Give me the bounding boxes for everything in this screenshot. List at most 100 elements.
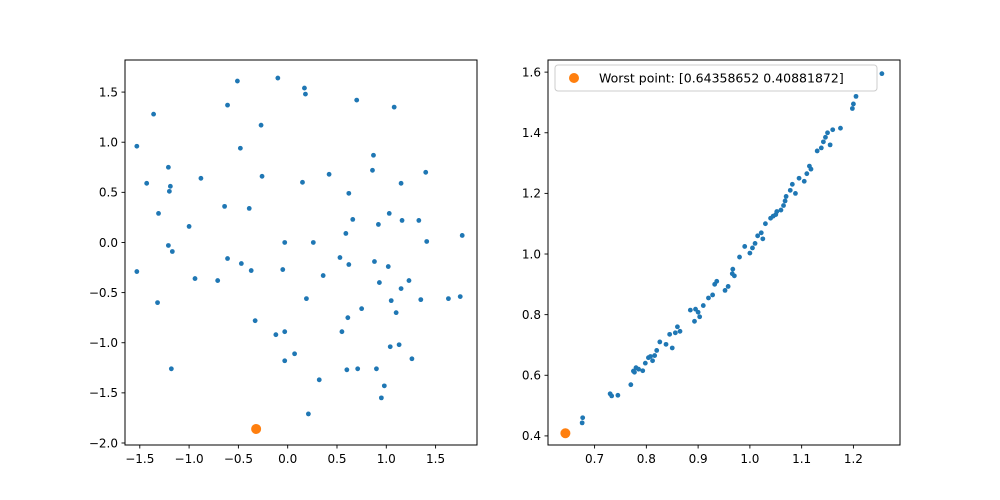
left-data-point bbox=[215, 278, 221, 283]
right-data-point bbox=[714, 278, 720, 284]
left-data-point bbox=[165, 243, 171, 248]
right-data-point bbox=[642, 360, 648, 366]
left-x-tick-label: −1.0 bbox=[175, 452, 204, 466]
right-data-point bbox=[640, 368, 646, 374]
right-data-point bbox=[879, 71, 885, 77]
right-data-point bbox=[851, 101, 856, 107]
left-data-point bbox=[343, 231, 349, 236]
right-data-point bbox=[758, 230, 764, 236]
right-data-point bbox=[808, 166, 814, 172]
right-data-point bbox=[849, 106, 855, 111]
left-data-point bbox=[387, 344, 393, 350]
right-data-point bbox=[675, 324, 680, 330]
left-data-point bbox=[237, 145, 243, 151]
left-data-point bbox=[259, 173, 265, 179]
left-data-point bbox=[273, 332, 279, 338]
left-axis-ticks: −1.5 −1.0 −0.5 0.0 0.5 1.0 1.5 −2.0 −1.5 −1.0 −0.5… bbox=[89, 85, 445, 466]
left-x-tick-label: −1.5 bbox=[125, 452, 154, 466]
left-data-point bbox=[304, 296, 309, 302]
right-data-points bbox=[560, 71, 885, 439]
left-y-tick-label: 1.0 bbox=[99, 136, 118, 150]
left-data-point bbox=[385, 264, 391, 269]
left-data-point bbox=[134, 143, 140, 149]
right-data-point bbox=[695, 309, 701, 315]
right-data-point bbox=[687, 307, 693, 313]
left-data-point bbox=[280, 267, 286, 272]
right-data-point bbox=[650, 358, 655, 364]
left-data-point bbox=[246, 205, 252, 211]
right-data-point bbox=[632, 369, 637, 375]
left-y-tick-label: 1.5 bbox=[99, 85, 118, 99]
right-data-point bbox=[672, 330, 678, 336]
right-x-tick-label: 1.1 bbox=[792, 452, 811, 466]
left-data-point bbox=[225, 102, 230, 108]
right-data-point bbox=[669, 345, 675, 351]
left-data-point bbox=[423, 169, 429, 175]
left-y-tick-label: −1.0 bbox=[89, 336, 118, 350]
left-y-tick-label: −0.5 bbox=[89, 286, 118, 300]
left-data-point bbox=[345, 315, 351, 321]
left-data-point bbox=[376, 222, 381, 227]
right-data-point bbox=[818, 145, 824, 151]
right-data-point bbox=[722, 287, 728, 293]
left-data-point bbox=[326, 171, 332, 177]
right-data-point bbox=[742, 244, 748, 249]
legend-marker bbox=[569, 73, 579, 83]
left-data-point bbox=[258, 122, 264, 128]
right-data-point bbox=[760, 236, 766, 242]
right-data-point bbox=[750, 245, 755, 251]
right-y-tick-label: 0.4 bbox=[522, 429, 541, 443]
right-data-point bbox=[778, 207, 784, 213]
left-data-point bbox=[235, 78, 240, 84]
left-data-point bbox=[192, 276, 198, 281]
left-data-point bbox=[409, 356, 415, 362]
left-data-point bbox=[252, 318, 258, 324]
right-data-point bbox=[820, 139, 826, 145]
right-data-point bbox=[763, 221, 768, 227]
left-data-point bbox=[302, 85, 307, 91]
right-data-point bbox=[796, 175, 802, 181]
right-data-point bbox=[793, 190, 798, 196]
right-data-point bbox=[710, 292, 716, 298]
left-data-point bbox=[446, 296, 451, 302]
left-data-point bbox=[388, 298, 394, 304]
right-y-tick-label: 1.0 bbox=[522, 247, 541, 261]
right-data-point bbox=[731, 273, 737, 279]
left-data-point bbox=[167, 183, 173, 189]
left-data-point bbox=[165, 164, 171, 170]
left-data-point bbox=[418, 297, 424, 303]
left-data-point bbox=[386, 211, 392, 216]
left-x-tick-label: 0.0 bbox=[278, 452, 297, 466]
left-data-point bbox=[346, 262, 352, 267]
right-data-point bbox=[725, 284, 731, 289]
right-data-point bbox=[814, 148, 820, 154]
right-x-tick-label: 0.8 bbox=[637, 452, 656, 466]
left-scatter-plot: −1.5 −1.0 −0.5 0.0 0.5 1.0 1.5 −2.0 −1.5 −1.0 −0.5… bbox=[89, 59, 478, 466]
left-data-point bbox=[166, 188, 172, 194]
right-data-point bbox=[838, 125, 843, 131]
left-data-point bbox=[416, 218, 422, 223]
right-y-tick-label: 0.6 bbox=[522, 369, 541, 383]
right-y-tick-label: 1.6 bbox=[522, 65, 541, 79]
right-data-point bbox=[580, 415, 586, 421]
right-data-point bbox=[737, 254, 742, 260]
right-data-point bbox=[663, 341, 669, 347]
right-x-tick-label: 0.7 bbox=[585, 452, 604, 466]
left-y-tick-label: 0.0 bbox=[99, 236, 118, 250]
left-y-tick-label: −1.5 bbox=[89, 386, 118, 400]
left-data-point bbox=[248, 268, 254, 273]
right-x-tick-label: 1.0 bbox=[740, 452, 759, 466]
right-data-point bbox=[825, 130, 830, 136]
left-data-point bbox=[374, 366, 379, 372]
left-data-point bbox=[354, 97, 360, 103]
left-data-point bbox=[393, 310, 399, 316]
right-data-point bbox=[747, 250, 753, 256]
left-y-tick-label: 0.5 bbox=[99, 186, 118, 200]
left-data-point bbox=[169, 249, 175, 254]
left-data-point bbox=[346, 190, 352, 196]
left-data-point bbox=[398, 180, 404, 186]
left-data-point bbox=[198, 175, 204, 181]
right-data-point bbox=[700, 303, 706, 308]
left-y-tick-label: −2.0 bbox=[89, 436, 118, 450]
left-data-point bbox=[320, 273, 326, 278]
